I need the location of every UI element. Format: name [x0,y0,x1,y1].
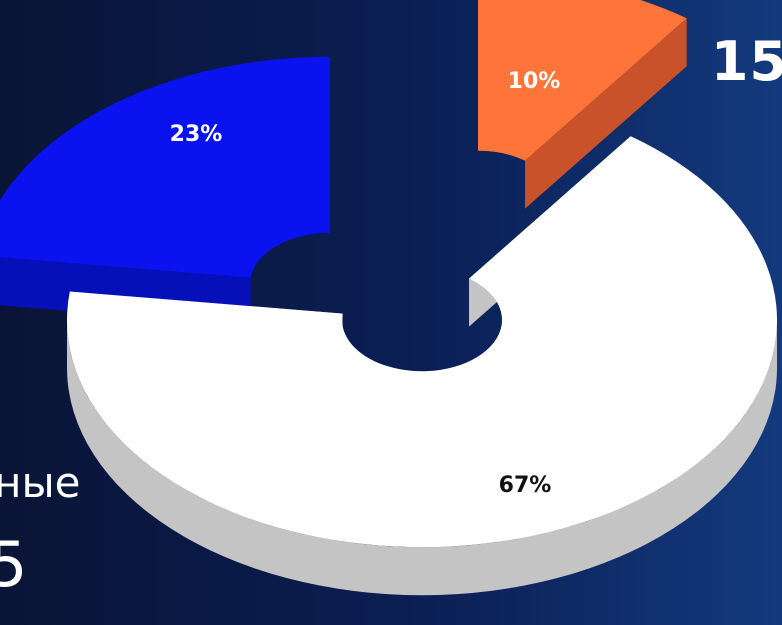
slice-23pct [0,56,330,278]
slice-tops [0,0,777,548]
cropped-number-left: 5 [0,528,28,601]
slice-67pct-label: 67% [499,473,552,498]
cropped-number-top-right: 15 [710,30,782,93]
slice-10pct [478,0,687,161]
slice-67pct [66,136,777,548]
slice-10pct-edge-2 [525,18,687,209]
slice-labels: 10% 67% 23% [170,69,561,498]
slice-67pct-outer-wall [67,320,777,596]
slice-10pct-label: 10% [508,69,561,94]
slice-23pct-label: 23% [170,122,223,147]
cropped-word-left: ные [0,458,81,507]
